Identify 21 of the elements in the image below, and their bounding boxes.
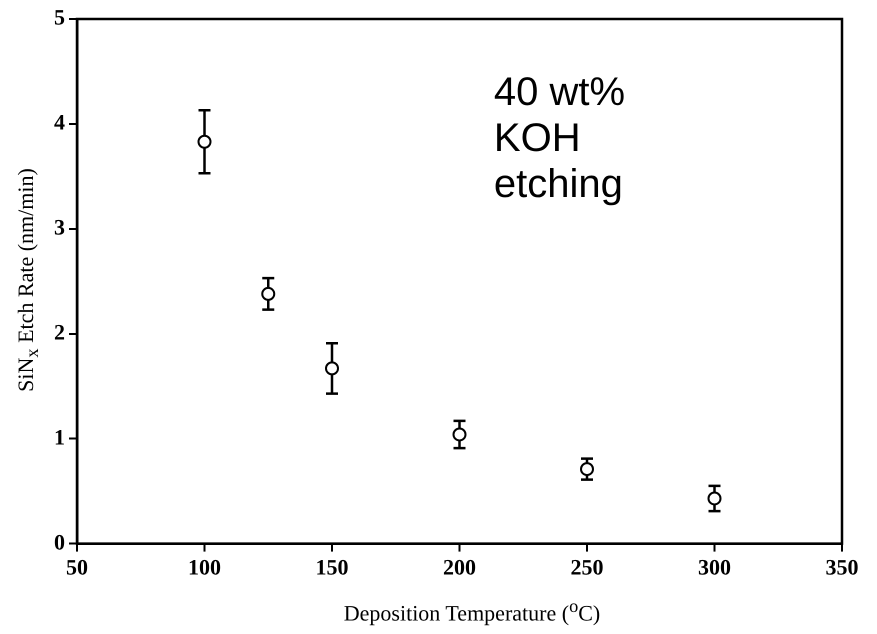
point xyxy=(198,134,212,149)
y-tick-label: 0 xyxy=(54,529,65,554)
y-tick-label: 3 xyxy=(54,214,65,240)
x-tick-label: 150 xyxy=(316,554,348,580)
x-tick-label: 300 xyxy=(698,554,731,580)
x-tick-label: 100 xyxy=(188,554,221,580)
point xyxy=(580,462,594,476)
x-axis-title: Deposition Temperature ($^{o}$C) xyxy=(342,596,602,626)
point xyxy=(325,361,339,376)
x-tick-label: 250 xyxy=(570,554,604,580)
x-tick-label: 350 xyxy=(826,554,858,580)
point xyxy=(261,286,276,301)
y-tick-label: 4 xyxy=(54,110,65,135)
x-tick-label: 200 xyxy=(443,554,476,580)
y-tick-label: 5 xyxy=(54,4,65,30)
point xyxy=(708,491,722,506)
point xyxy=(452,427,466,442)
annotation: 40 wt% KOH etching xyxy=(494,70,626,206)
x-tick-label: 50 xyxy=(66,554,88,580)
y-tick-label: 1 xyxy=(54,424,65,450)
y-tick-label: 2 xyxy=(54,319,65,344)
